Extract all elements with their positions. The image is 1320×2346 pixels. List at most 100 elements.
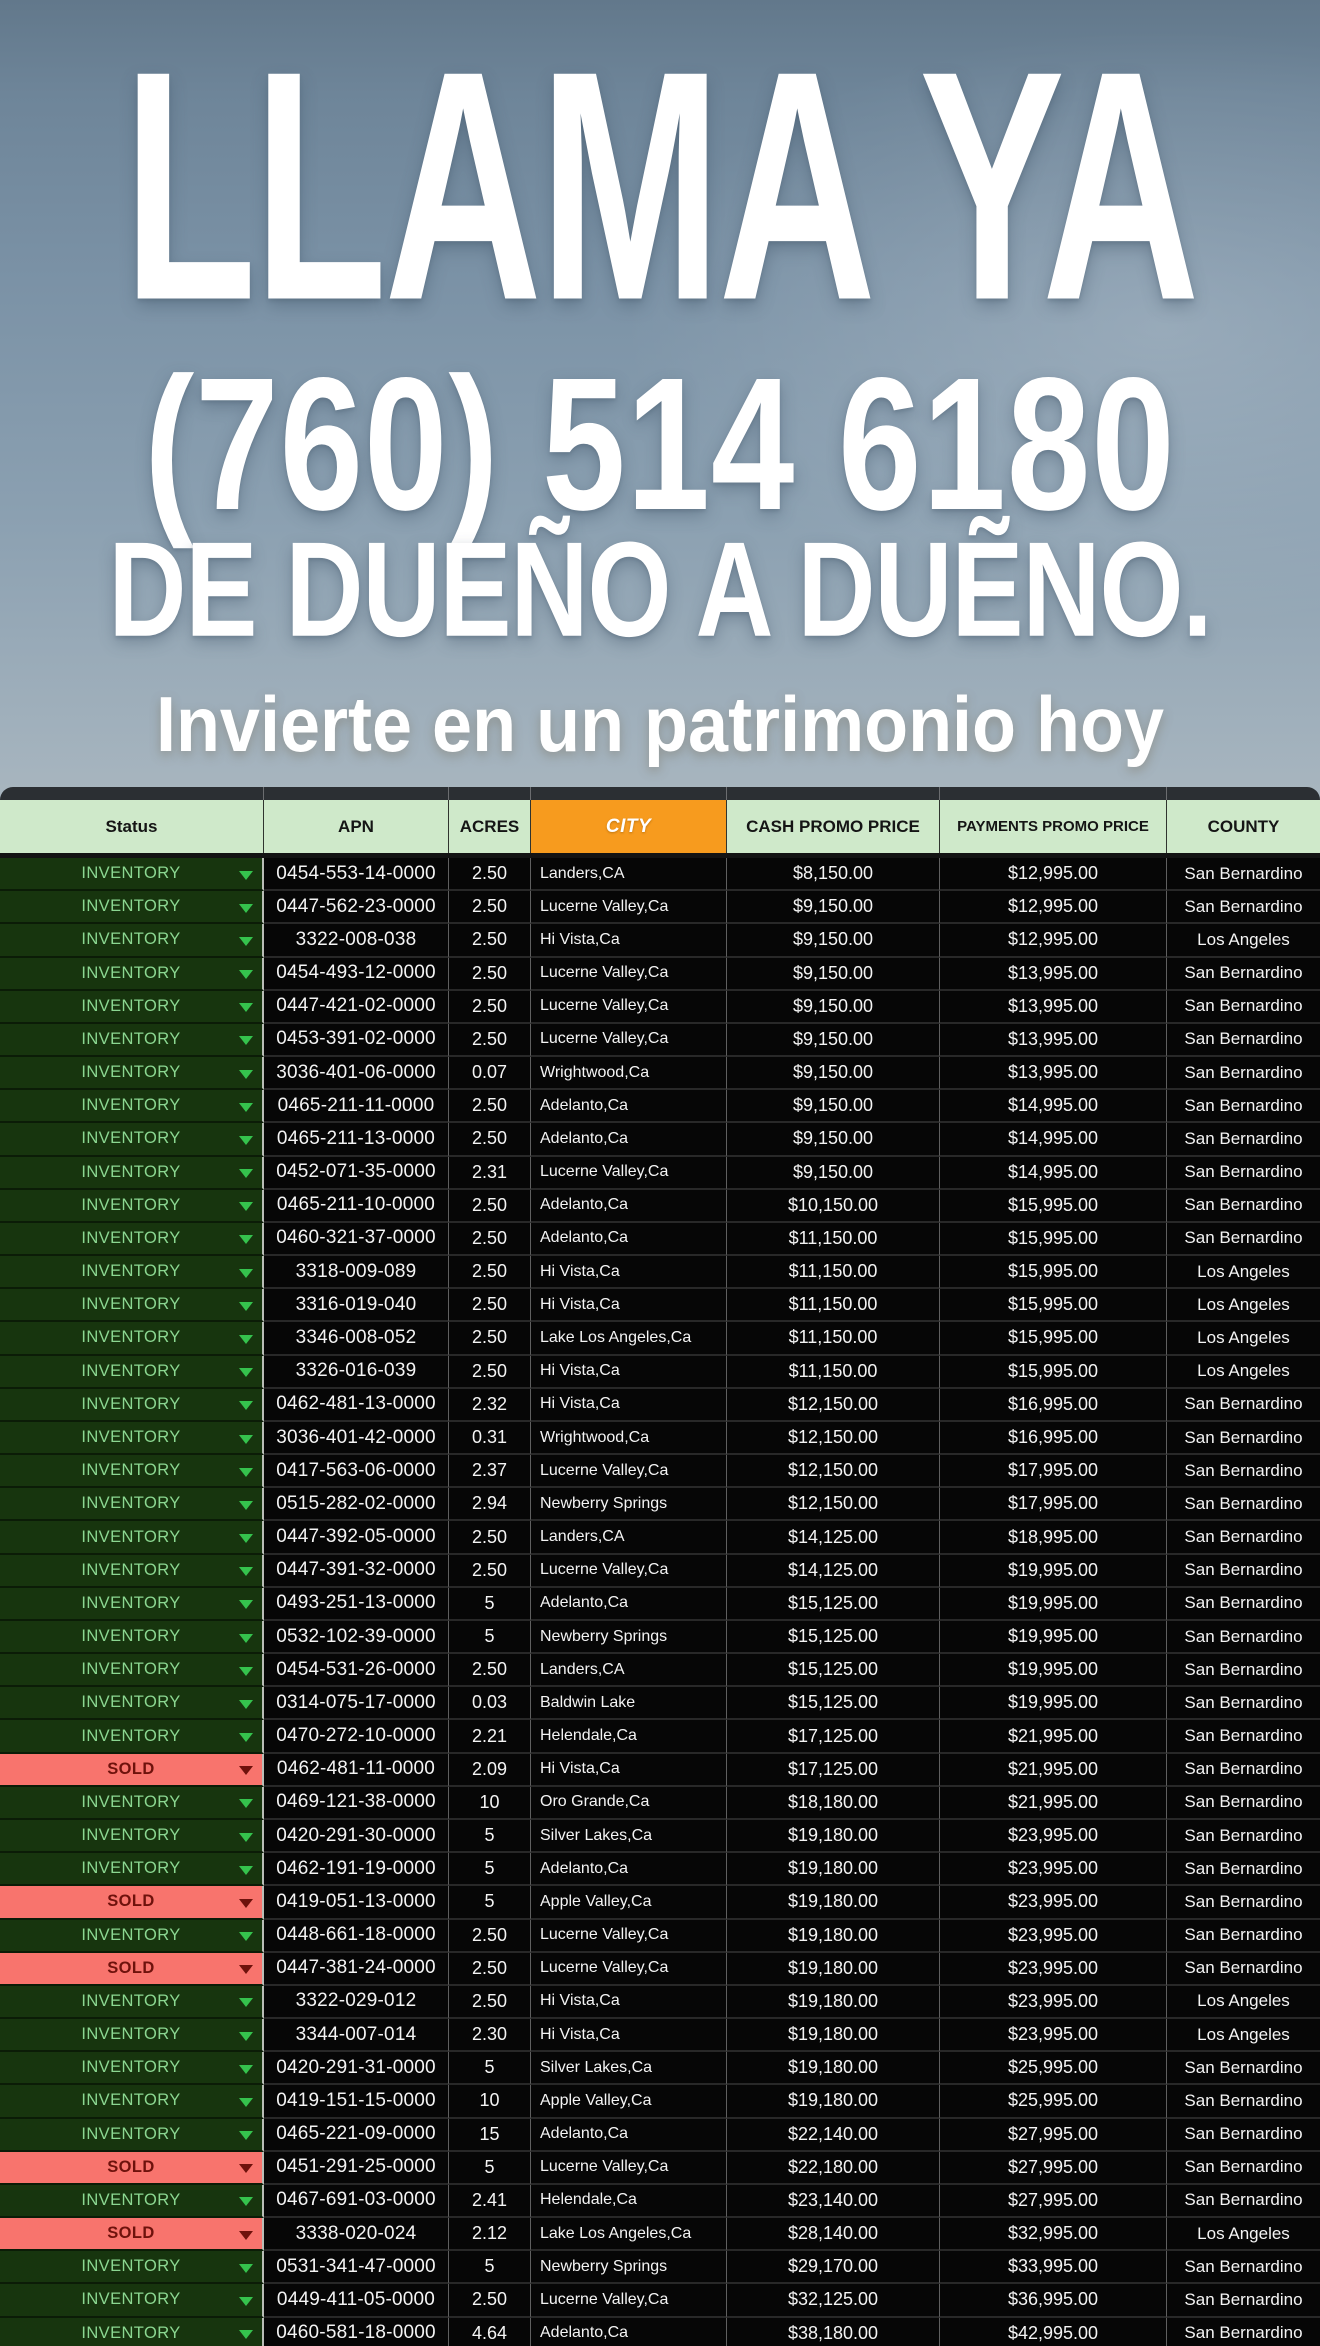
dropdown-arrow-icon[interactable] bbox=[239, 1036, 253, 1046]
status-dropdown-cell[interactable]: SOLD bbox=[0, 2151, 264, 2185]
status-dropdown-cell[interactable]: INVENTORY bbox=[0, 1985, 264, 2020]
status-dropdown-cell[interactable]: SOLD bbox=[0, 1886, 264, 1920]
status-dropdown-cell[interactable]: INVENTORY bbox=[0, 2118, 264, 2152]
cash-cell: $22,140.00 bbox=[727, 2118, 940, 2152]
dropdown-arrow-icon[interactable] bbox=[239, 2031, 253, 2041]
status-dropdown-cell[interactable]: INVENTORY bbox=[0, 1654, 264, 1688]
status-dropdown-cell[interactable]: INVENTORY bbox=[0, 2317, 264, 2346]
dropdown-arrow-icon[interactable] bbox=[239, 1135, 253, 1145]
dropdown-arrow-icon[interactable] bbox=[239, 1434, 253, 1444]
status-dropdown-cell[interactable]: INVENTORY bbox=[0, 1189, 264, 1223]
status-dropdown-cell[interactable]: INVENTORY bbox=[0, 990, 264, 1024]
status-dropdown-cell[interactable]: INVENTORY bbox=[0, 2085, 264, 2119]
status-dropdown-cell[interactable]: INVENTORY bbox=[0, 1587, 264, 1621]
apn-cell: 3326-016-039 bbox=[264, 1355, 449, 1389]
dropdown-arrow-icon[interactable] bbox=[239, 2296, 253, 2306]
dropdown-arrow-icon[interactable] bbox=[239, 1268, 253, 1278]
status-dropdown-cell[interactable]: INVENTORY bbox=[0, 2284, 264, 2318]
status-dropdown-cell[interactable]: INVENTORY bbox=[0, 1853, 264, 1887]
status-dropdown-cell[interactable]: INVENTORY bbox=[0, 1057, 264, 1091]
status-dropdown-cell[interactable]: INVENTORY bbox=[0, 1322, 264, 1356]
status-dropdown-cell[interactable]: INVENTORY bbox=[0, 1554, 264, 1588]
status-dropdown-cell[interactable]: INVENTORY bbox=[0, 2184, 264, 2219]
status-dropdown-cell[interactable]: INVENTORY bbox=[0, 1289, 264, 1323]
status-dropdown-cell[interactable]: INVENTORY bbox=[0, 1421, 264, 1456]
dropdown-arrow-icon[interactable] bbox=[239, 2097, 253, 2107]
dropdown-arrow-icon[interactable] bbox=[239, 1799, 253, 1809]
status-dropdown-cell[interactable]: SOLD bbox=[0, 1753, 264, 1787]
dropdown-arrow-icon[interactable] bbox=[239, 2164, 253, 2174]
dropdown-arrow-icon[interactable] bbox=[239, 1699, 253, 1709]
status-dropdown-cell[interactable]: SOLD bbox=[0, 2218, 264, 2252]
dropdown-arrow-icon[interactable] bbox=[239, 1998, 253, 2008]
dropdown-arrow-icon[interactable] bbox=[239, 1733, 253, 1743]
status-dropdown-cell[interactable]: INVENTORY bbox=[0, 1222, 264, 1257]
dropdown-arrow-icon[interactable] bbox=[239, 2064, 253, 2074]
dropdown-arrow-icon[interactable] bbox=[239, 1865, 253, 1875]
status-label: INVENTORY bbox=[81, 1826, 181, 1845]
cash-cell: $11,150.00 bbox=[727, 1322, 940, 1356]
dropdown-arrow-icon[interactable] bbox=[239, 1235, 253, 1245]
dropdown-arrow-icon[interactable] bbox=[239, 870, 253, 880]
dropdown-arrow-icon[interactable] bbox=[239, 1633, 253, 1643]
status-dropdown-cell[interactable]: INVENTORY bbox=[0, 924, 264, 958]
dropdown-arrow-icon[interactable] bbox=[239, 1467, 253, 1477]
dropdown-arrow-icon[interactable] bbox=[239, 1832, 253, 1842]
dropdown-arrow-icon[interactable] bbox=[239, 1600, 253, 1610]
status-dropdown-cell[interactable]: INVENTORY bbox=[0, 2019, 264, 2053]
dropdown-arrow-icon[interactable] bbox=[239, 1965, 253, 1975]
dropdown-arrow-icon[interactable] bbox=[239, 2131, 253, 2141]
status-dropdown-cell[interactable]: INVENTORY bbox=[0, 2251, 264, 2285]
dropdown-arrow-icon[interactable] bbox=[239, 1169, 253, 1179]
status-dropdown-cell[interactable]: INVENTORY bbox=[0, 957, 264, 991]
status-dropdown-cell[interactable]: SOLD bbox=[0, 1952, 264, 1986]
status-dropdown-cell[interactable]: INVENTORY bbox=[0, 1156, 264, 1190]
dropdown-arrow-icon[interactable] bbox=[239, 1932, 253, 1942]
status-dropdown-cell[interactable]: INVENTORY bbox=[0, 1819, 264, 1854]
status-dropdown-cell[interactable]: INVENTORY bbox=[0, 1720, 264, 1754]
apn-cell: 0469-121-38-0000 bbox=[264, 1786, 449, 1820]
payments-cell: $12,995.00 bbox=[940, 924, 1167, 958]
status-dropdown-cell[interactable]: INVENTORY bbox=[0, 1488, 264, 1522]
status-dropdown-cell[interactable]: INVENTORY bbox=[0, 1521, 264, 1555]
dropdown-arrow-icon[interactable] bbox=[239, 1898, 253, 1908]
dropdown-arrow-icon[interactable] bbox=[239, 903, 253, 913]
status-dropdown-cell[interactable]: INVENTORY bbox=[0, 1090, 264, 1124]
dropdown-arrow-icon[interactable] bbox=[239, 1003, 253, 1013]
dropdown-arrow-icon[interactable] bbox=[239, 1401, 253, 1411]
status-dropdown-cell[interactable]: INVENTORY bbox=[0, 1388, 264, 1422]
status-dropdown-cell[interactable]: INVENTORY bbox=[0, 858, 264, 892]
status-dropdown-cell[interactable]: INVENTORY bbox=[0, 1023, 264, 1058]
dropdown-arrow-icon[interactable] bbox=[239, 1202, 253, 1212]
dropdown-arrow-icon[interactable] bbox=[239, 1301, 253, 1311]
status-dropdown-cell[interactable]: INVENTORY bbox=[0, 1256, 264, 1290]
dropdown-arrow-icon[interactable] bbox=[239, 1766, 253, 1776]
dropdown-arrow-icon[interactable] bbox=[239, 936, 253, 946]
payments-cell: $12,995.00 bbox=[940, 891, 1167, 925]
dropdown-arrow-icon[interactable] bbox=[239, 1534, 253, 1544]
status-dropdown-cell[interactable]: INVENTORY bbox=[0, 891, 264, 925]
status-dropdown-cell[interactable]: INVENTORY bbox=[0, 1620, 264, 1655]
dropdown-arrow-icon[interactable] bbox=[239, 1069, 253, 1079]
status-dropdown-cell[interactable]: INVENTORY bbox=[0, 1687, 264, 1721]
dropdown-arrow-icon[interactable] bbox=[239, 1666, 253, 1676]
dropdown-arrow-icon[interactable] bbox=[239, 1368, 253, 1378]
status-dropdown-cell[interactable]: INVENTORY bbox=[0, 1455, 264, 1489]
status-label: INVENTORY bbox=[81, 2058, 181, 2077]
dropdown-arrow-icon[interactable] bbox=[239, 1102, 253, 1112]
status-dropdown-cell[interactable]: INVENTORY bbox=[0, 1786, 264, 1820]
status-dropdown-cell[interactable]: INVENTORY bbox=[0, 2052, 264, 2086]
dropdown-arrow-icon[interactable] bbox=[239, 2263, 253, 2273]
dropdown-arrow-icon[interactable] bbox=[239, 2330, 253, 2340]
dropdown-arrow-icon[interactable] bbox=[239, 1567, 253, 1577]
dropdown-arrow-icon[interactable] bbox=[239, 2230, 253, 2240]
status-label: INVENTORY bbox=[81, 1096, 181, 1115]
dropdown-arrow-icon[interactable] bbox=[239, 2197, 253, 2207]
table-row: INVENTORY 0460-581-18-0000 4.64 Adelanto,Ca… bbox=[0, 2317, 1320, 2346]
status-dropdown-cell[interactable]: INVENTORY bbox=[0, 1355, 264, 1389]
dropdown-arrow-icon[interactable] bbox=[239, 1500, 253, 1510]
status-dropdown-cell[interactable]: INVENTORY bbox=[0, 1123, 264, 1157]
status-dropdown-cell[interactable]: INVENTORY bbox=[0, 1919, 264, 1953]
dropdown-arrow-icon[interactable] bbox=[239, 970, 253, 980]
dropdown-arrow-icon[interactable] bbox=[239, 1334, 253, 1344]
